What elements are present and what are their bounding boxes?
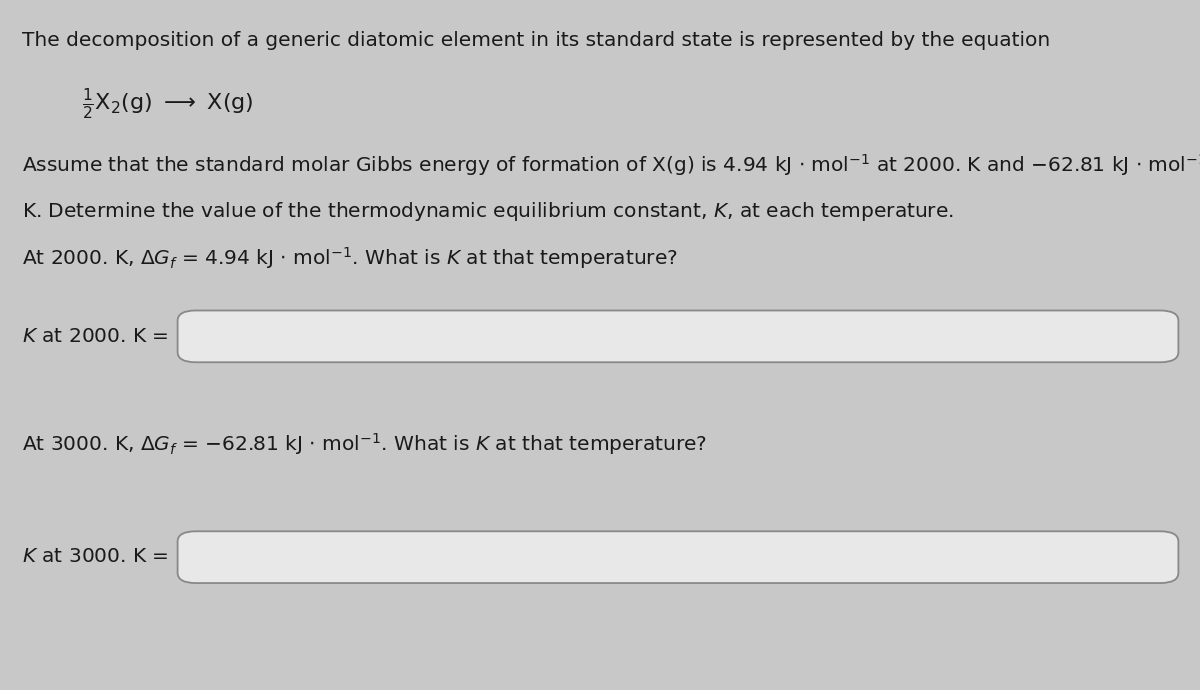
Text: $K$ at 2000. K =: $K$ at 2000. K = bbox=[22, 326, 168, 346]
Text: At 3000. K, $\Delta G_f$ = $-$62.81 kJ $\cdot$ mol$^{-1}$. What is $K$ at that t: At 3000. K, $\Delta G_f$ = $-$62.81 kJ $… bbox=[22, 431, 707, 457]
Text: $\frac{1}{2}$X$_2$(g) $\longrightarrow$ X(g): $\frac{1}{2}$X$_2$(g) $\longrightarrow$ … bbox=[82, 86, 253, 121]
FancyBboxPatch shape bbox=[178, 310, 1178, 362]
Text: The decomposition of a generic diatomic element in its standard state is represe: The decomposition of a generic diatomic … bbox=[22, 31, 1050, 50]
Text: $K$ at 3000. K =: $K$ at 3000. K = bbox=[22, 547, 168, 566]
Text: K. Determine the value of the thermodynamic equilibrium constant, $K$, at each t: K. Determine the value of the thermodyna… bbox=[22, 200, 954, 223]
Text: At 2000. K, $\Delta G_f$ = 4.94 kJ $\cdot$ mol$^{-1}$. What is $K$ at that tempe: At 2000. K, $\Delta G_f$ = 4.94 kJ $\cdo… bbox=[22, 245, 678, 271]
FancyBboxPatch shape bbox=[178, 531, 1178, 583]
Text: Assume that the standard molar Gibbs energy of formation of X(g) is 4.94 kJ $\cd: Assume that the standard molar Gibbs ene… bbox=[22, 152, 1200, 178]
